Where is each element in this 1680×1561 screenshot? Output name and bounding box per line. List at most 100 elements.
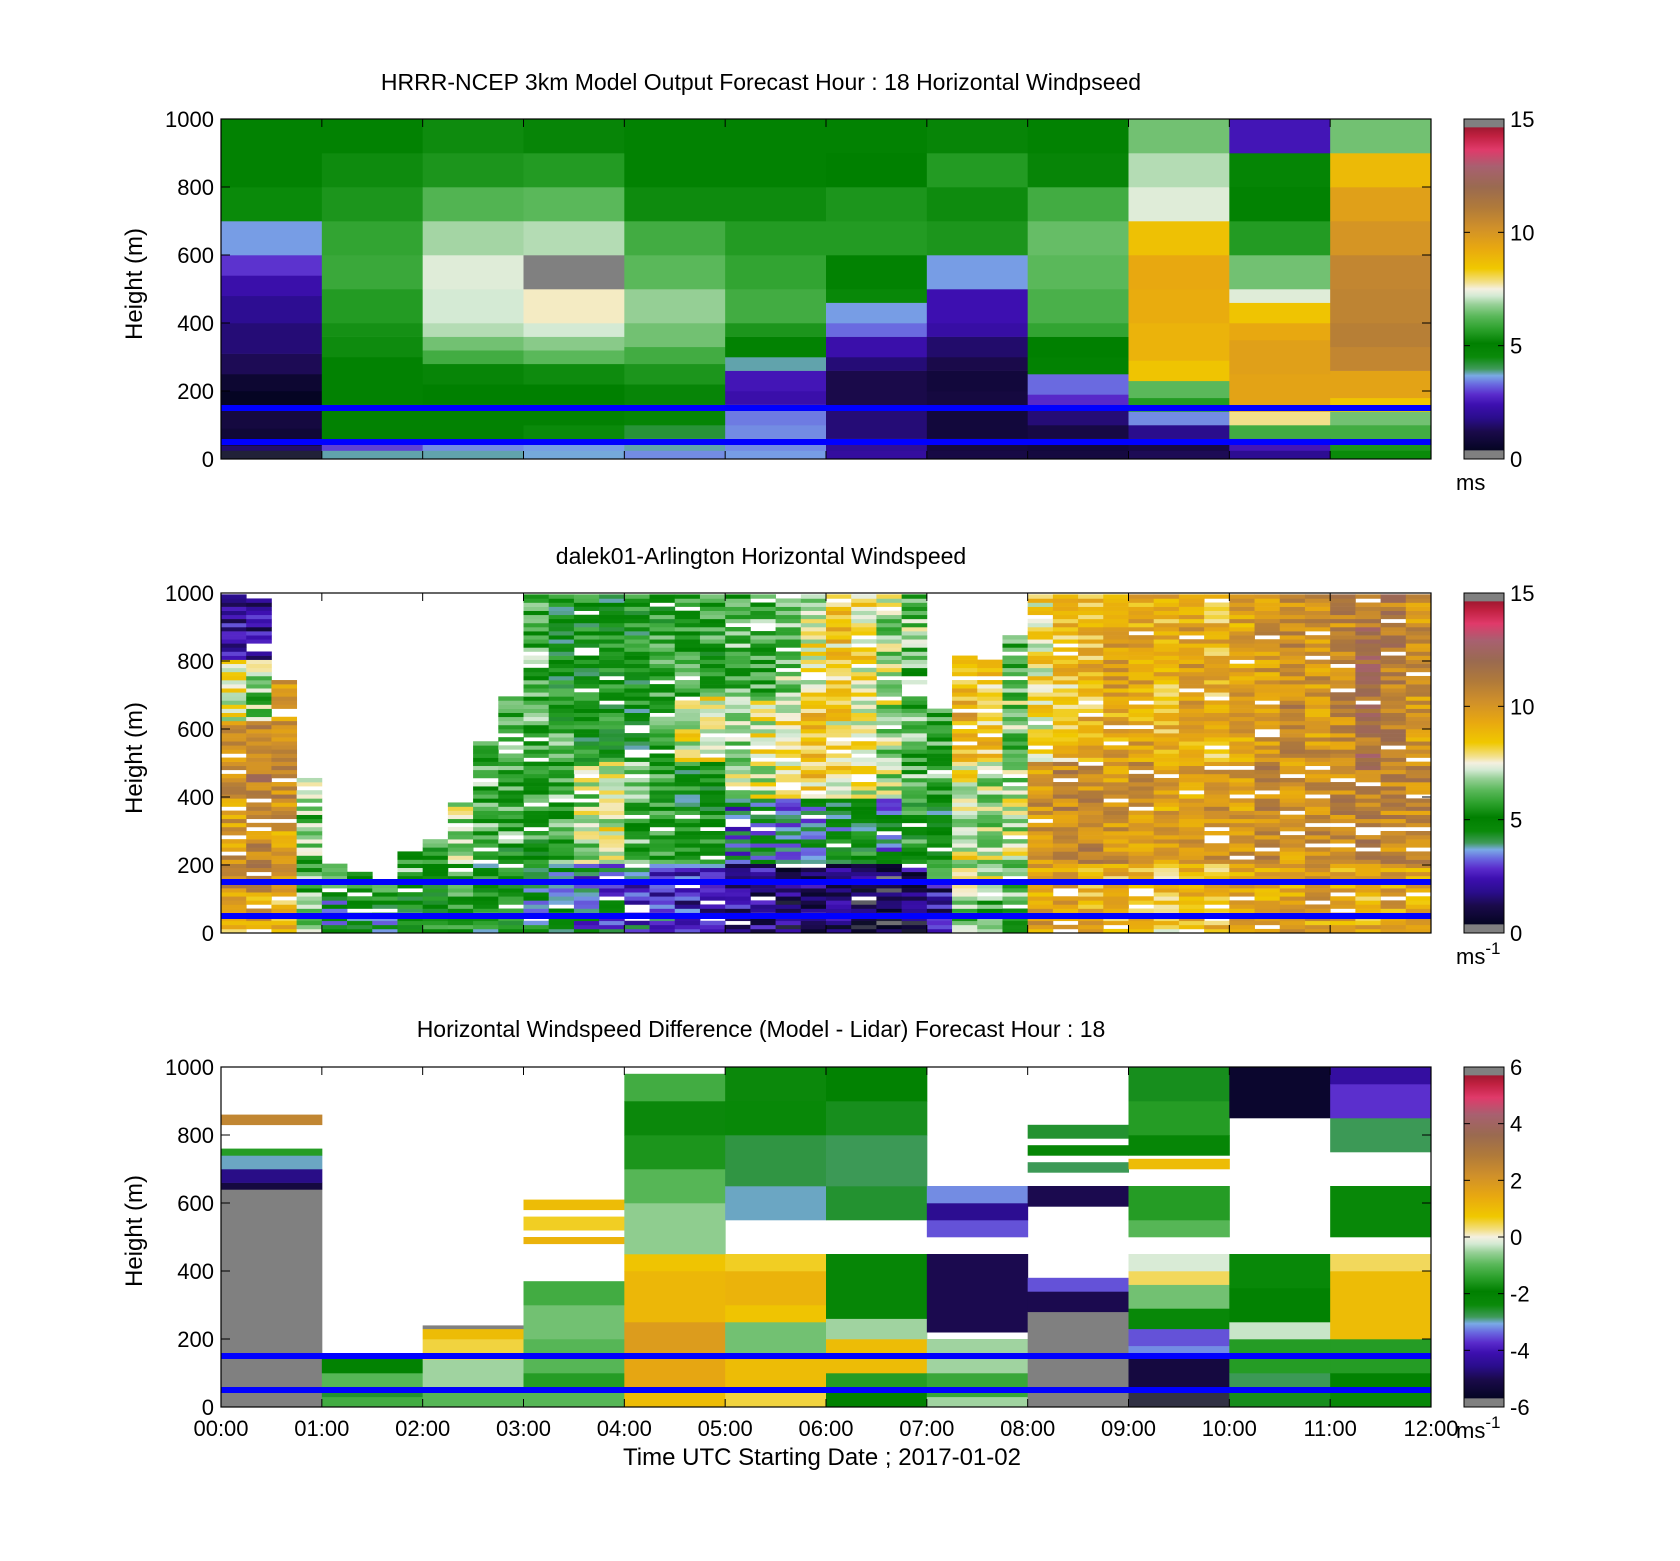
heatmap-cell <box>1128 610 1155 616</box>
heatmap-cell <box>1330 643 1356 648</box>
heatmap-cell <box>1254 855 1281 860</box>
heatmap-cell <box>523 675 550 681</box>
heatmap-cell <box>977 688 1003 693</box>
heatmap-cell <box>699 622 726 628</box>
heatmap-cell <box>1330 119 1432 154</box>
heatmap-cell <box>1204 659 1230 665</box>
heatmap-cell <box>800 708 827 713</box>
heatmap-cell <box>826 884 852 889</box>
heatmap-cell <box>599 610 625 616</box>
heatmap-cell <box>1204 777 1230 783</box>
heatmap-cell <box>649 704 676 709</box>
heatmap-cell <box>826 1318 928 1340</box>
heatmap-cell <box>1279 794 1306 799</box>
colorbar-tick-label: 0 <box>1510 1225 1522 1250</box>
heatmap-cell <box>447 835 474 840</box>
heatmap-cell <box>674 631 701 636</box>
heatmap-cell <box>1279 757 1306 762</box>
heatmap-cell <box>1330 761 1356 767</box>
heatmap-cell <box>1052 818 1079 824</box>
heatmap-cell <box>1027 786 1054 791</box>
heatmap-cell <box>750 773 776 779</box>
y-tick-label: 200 <box>177 853 214 878</box>
heatmap-cell <box>876 810 903 815</box>
heatmap-cell <box>725 606 751 611</box>
heatmap-cell <box>246 777 272 783</box>
heatmap-cell <box>1153 733 1180 738</box>
heatmap-cell <box>800 786 827 791</box>
heatmap-cell <box>1052 855 1079 860</box>
heatmap-cell <box>599 716 625 722</box>
heatmap-cell <box>599 773 625 779</box>
heatmap-cell <box>573 765 600 771</box>
heatmap-cell <box>800 680 827 685</box>
heatmap-cell <box>599 855 625 860</box>
heatmap-cell <box>296 920 323 926</box>
heatmap-cell <box>523 1216 625 1231</box>
heatmap-cell <box>523 631 550 636</box>
heatmap-cell <box>221 696 247 701</box>
heatmap-cell <box>800 684 827 689</box>
heatmap-cell <box>1330 818 1356 824</box>
heatmap-cell <box>1153 753 1180 758</box>
heatmap-cell <box>826 831 852 836</box>
heatmap-cell <box>221 847 247 852</box>
heatmap-cell <box>826 663 852 669</box>
heatmap-cell <box>1002 720 1029 726</box>
heatmap-cell <box>523 724 550 730</box>
heatmap-cell <box>750 859 776 864</box>
heatmap-cell <box>800 712 827 718</box>
heatmap-cell <box>1002 814 1029 820</box>
heatmap-cell <box>750 610 776 616</box>
heatmap-cell <box>1103 859 1129 864</box>
heatmap-cell <box>674 614 701 620</box>
heatmap-cell <box>926 757 953 762</box>
heatmap-cell <box>1380 888 1407 893</box>
heatmap-cell <box>1254 839 1281 844</box>
heatmap-cell <box>246 786 272 791</box>
heatmap-cell <box>422 323 524 337</box>
heatmap-cell <box>1330 622 1356 628</box>
heatmap-cell <box>1027 700 1054 705</box>
heatmap-cell <box>1254 684 1281 689</box>
heatmap-cell <box>826 323 928 337</box>
heatmap-cell <box>447 855 474 860</box>
heatmap-cell <box>1405 798 1432 803</box>
heatmap-cell <box>725 928 751 934</box>
heatmap-cell <box>674 741 701 746</box>
heatmap-cell <box>422 1325 524 1330</box>
heatmap-cell <box>296 888 323 893</box>
heatmap-cell <box>1204 884 1230 889</box>
heatmap-cell <box>674 594 701 599</box>
heatmap-cell <box>1128 602 1155 607</box>
heatmap-cell <box>1103 896 1129 901</box>
heatmap-cell <box>775 643 802 648</box>
heatmap-cell <box>851 745 877 750</box>
heatmap-cell <box>1052 745 1079 750</box>
heatmap-cell <box>271 863 298 869</box>
heatmap-cell <box>851 847 877 852</box>
heatmap-cell <box>221 712 247 718</box>
heatmap-cell <box>1153 606 1180 611</box>
heatmap-cell <box>901 920 928 926</box>
heatmap-cell <box>221 826 247 832</box>
heatmap-cell <box>246 822 272 828</box>
heatmap-cell <box>1153 814 1180 820</box>
heatmap-cell <box>624 831 650 836</box>
heatmap-cell <box>1052 598 1079 603</box>
heatmap-cell <box>498 867 524 873</box>
heatmap-cell <box>800 802 827 807</box>
heatmap-cell <box>926 920 953 926</box>
heatmap-cell <box>977 692 1003 697</box>
heatmap-cell <box>926 814 953 820</box>
heatmap-cell <box>876 749 903 754</box>
heatmap-cell <box>548 884 575 889</box>
heatmap-cell <box>1279 875 1306 881</box>
heatmap-cell <box>699 843 726 848</box>
heatmap-cell <box>901 704 928 709</box>
heatmap-cell <box>1279 606 1306 611</box>
heatmap-cell <box>599 822 625 828</box>
heatmap-cell <box>1330 741 1356 746</box>
heatmap-cell <box>473 908 499 913</box>
heatmap-cell <box>221 900 247 905</box>
